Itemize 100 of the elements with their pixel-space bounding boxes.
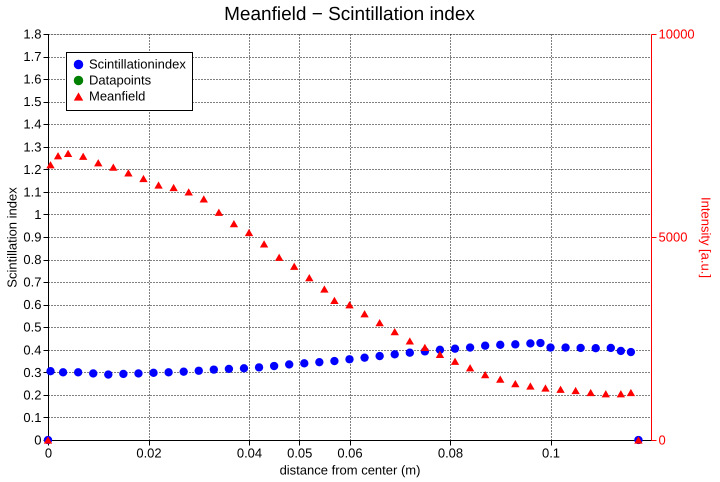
point [305,274,314,282]
point [546,343,555,352]
point [571,386,580,394]
point [290,262,298,270]
point [406,337,414,345]
point [74,368,82,377]
point [536,338,545,348]
legend-label: Datapoints [89,72,152,88]
y-tick-label: 1.2 [23,162,42,177]
point [616,390,626,398]
y2-axis-title: Intensity [a.u.] [698,197,714,278]
y-tick-label: 1 [34,206,42,222]
y2-tick-label: 0 [658,432,666,448]
point [450,358,460,365]
point [119,370,128,378]
y-tick-label: 1.6 [23,72,42,87]
point [480,342,490,350]
point [240,364,248,372]
y-tick-label: 0.9 [23,230,42,244]
point [315,358,324,366]
point [390,350,399,358]
point [511,380,520,388]
point [46,161,55,168]
point [285,360,294,369]
point [526,382,535,390]
point [330,356,339,366]
point [64,150,72,157]
point [616,346,626,356]
point [576,344,585,352]
x-tick-label: 0.06 [337,446,363,460]
point [300,359,308,368]
x-tick-label: 0.05 [287,446,312,460]
point [436,350,444,358]
point [360,353,369,362]
x-tick-label: 0.08 [438,446,464,460]
y2-tick-label: 10000 [658,26,695,42]
y-tick-label: 0.2 [23,387,42,402]
point [254,363,264,372]
y-axis-title: Scintillation index [4,186,20,288]
point [169,184,178,192]
point [602,390,610,398]
point [210,365,218,374]
y-tick-label: 1.5 [23,94,42,110]
point [526,339,535,348]
point [78,152,88,160]
y-tick-label: 0.7 [23,274,42,290]
point [496,375,504,383]
point [556,386,565,393]
y-tick-label: 1.8 [23,26,42,42]
y-tick-label: 0 [34,432,42,448]
point [200,195,208,202]
point [466,343,474,352]
point [274,254,284,261]
y-tick-label: 1.3 [23,139,42,154]
legend-label: Meanfield [89,88,146,104]
point [375,352,384,360]
point [260,240,268,248]
point [606,344,615,352]
y-tick-label: 1.1 [23,184,42,200]
chart-title: Meanfield − Scintillation index [224,4,476,25]
point [390,328,399,336]
point [375,319,384,326]
point [54,152,62,160]
point [420,344,430,352]
point [330,296,339,304]
point [184,188,193,196]
point [626,388,636,396]
point [561,343,570,352]
point [224,364,234,374]
point [345,355,354,364]
point [164,368,173,377]
x-tick-label: 0 [44,446,52,460]
point [58,368,68,377]
point [406,348,414,357]
point [244,228,254,236]
y-tick-label: 0.4 [23,342,42,358]
point [320,285,329,293]
y-tick-label: 1.4 [23,116,42,132]
x-tick-label: 0.02 [136,446,162,460]
point [480,371,490,378]
point [626,348,636,356]
point [89,369,98,378]
point [179,367,188,376]
point [541,384,550,392]
point [149,368,158,377]
y-tick-label: 0.3 [23,364,42,380]
point [109,164,118,171]
point [139,174,148,182]
point [511,340,520,349]
y-tick-label: 0.1 [23,410,42,425]
point [154,181,163,189]
point [496,340,504,349]
x-axis-title: distance from center (m) [280,462,420,478]
point [230,220,238,228]
legend-label: Scintillationindex [89,56,186,72]
point [450,344,460,353]
x-tick-label: 0.1 [542,446,560,460]
point [466,364,474,372]
point [360,310,369,318]
y-tick-label: 1.7 [23,49,42,64]
